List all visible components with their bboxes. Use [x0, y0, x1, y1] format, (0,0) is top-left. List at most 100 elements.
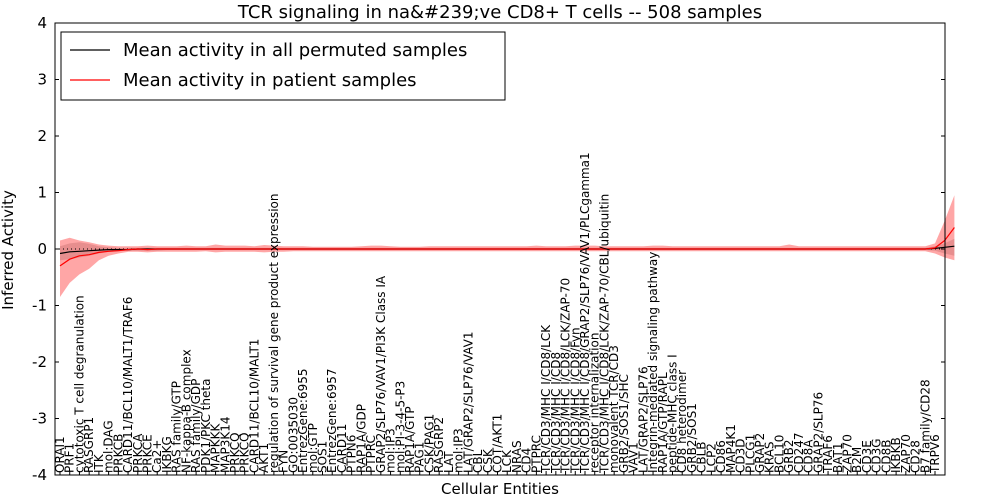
x-category-label: CSK: [481, 448, 495, 473]
x-category-label: B7 family/CD28: [918, 379, 932, 473]
y-tick-label: 0: [37, 240, 47, 258]
x-category-label: CD4: [520, 448, 534, 473]
y-tick-label: -4: [32, 466, 47, 484]
y-tick-label: 1: [37, 184, 47, 202]
x-category-label: TCR/CD3/MHC I/CD8/LCK/ZAP-70: [559, 278, 573, 474]
x-category-label: mol:GTP: [306, 423, 320, 473]
x-category-label: PRKCA: [131, 433, 145, 473]
x-category-label: RAP1A/GTP/RAPL: [656, 372, 670, 473]
x-category-label: PRKCQ: [228, 432, 242, 473]
x-category-label: RAP1A/GDP: [354, 404, 368, 473]
x-category-label: GRAP2/SLP76/VAV1/PI3K Class IA: [374, 275, 388, 473]
x-category-label: PRKCB: [111, 434, 125, 473]
x-category-label: MAPKKK: [209, 422, 223, 473]
x-category-label: GRB2/SOS1: [685, 403, 699, 473]
x-category-label: TCR/CD3/MHC I/CD8/GRAP2/SLP76/VAV1/PLCga…: [578, 152, 592, 474]
x-category-label: CD8B: [879, 440, 893, 474]
x-category-label: BCL10: [772, 435, 786, 473]
x-category-label: LCK: [500, 449, 514, 473]
x-category-label: TRAF6: [821, 435, 835, 474]
plot-frame: [54, 22, 946, 476]
x-category-label: regulation of survival gene product expr…: [267, 194, 281, 473]
x-category-label: TCR/CD3/MHC I/CD8/LCK: [539, 324, 553, 474]
x-category-label: cytotoxic T cell degranulation: [72, 295, 86, 473]
x-category-label: PRKCE: [141, 434, 155, 473]
x-category-label: CD8A: [802, 439, 816, 473]
y-tick-label: -3: [32, 410, 47, 428]
x-category-label: TRPV6: [928, 434, 942, 474]
x-category-label: monovalent TCR/CD3: [607, 345, 621, 473]
x-category-label: RAP1A/GTP: [403, 406, 417, 473]
x-category-label: PTPRC: [364, 435, 378, 473]
x-category-label: GRAP2/SLP76: [811, 392, 825, 473]
x-category-label: LAT: [442, 451, 456, 473]
x-category-label: CD3D: [734, 439, 748, 474]
y-tick-label: -2: [32, 353, 47, 371]
x-category-label: KRAS: [763, 441, 777, 473]
x-category-label: TCR/CD3/MHC I/CD8/LCK/ZAP-70/CBL/ubiquit…: [597, 194, 611, 474]
x-category-label: ITK: [92, 453, 106, 473]
legend-label-1: Mean activity in all permuted samples: [123, 40, 467, 61]
x-category-label: PAG1: [413, 442, 427, 473]
x-category-label: PTPN6: [345, 435, 359, 473]
legend-label-2: Mean activity in patient samples: [123, 70, 417, 91]
x-category-label: GRAP2: [753, 433, 767, 473]
x-category-label: peptide-MHC class I: [666, 354, 680, 473]
x-category-label: LAT/GRAP2/SLP76: [636, 366, 650, 473]
x-category-label: RASGRP2: [432, 417, 446, 473]
x-category-label: RASGRP1: [82, 417, 96, 473]
y-tick-label: 2: [37, 127, 47, 145]
x-category-label: ZAP70: [899, 434, 913, 473]
x-category-label: GRB2/SOS1/SHC: [617, 374, 631, 473]
x-category-label: LAT/GRAP2/SLP76/VAV1: [461, 332, 475, 473]
chart-title: TCR signaling in na&#239;ve CD8+ T cells…: [237, 2, 762, 23]
x-category-label: CSK/PAG1: [422, 414, 436, 473]
x-category-label: RAS family/GTP: [170, 381, 184, 473]
x-category-label: B2M: [850, 447, 864, 473]
x-category-label: CD3G: [870, 438, 884, 473]
x-category-label: SOS1: [316, 441, 330, 473]
x-category-label: Ca2+: [150, 440, 164, 473]
y-axis-label: Inferred Activity: [0, 190, 17, 310]
y-tick-label: 3: [37, 71, 47, 89]
x-category-label: NF-kappa-B complex: [179, 349, 193, 473]
x-category-label: IKBKB: [889, 437, 903, 473]
x-category-label: Integrin-mediated signaling pathway: [646, 252, 660, 473]
x-category-label: PTPRC: [529, 435, 543, 473]
x-category-label: BAT1: [831, 443, 845, 473]
x-category-label: PRF1: [63, 443, 77, 473]
x-category-label: MAP4K1: [724, 424, 738, 473]
y-tick-label: 4: [37, 14, 47, 32]
x-category-label: CARD11/BCL10/MALT1: [247, 339, 261, 473]
legend-box: [60, 31, 506, 101]
x-category-label: TCR/CD3/MHC I/CD8: [549, 352, 563, 474]
x-axis-label: Cellular Entities: [441, 480, 559, 498]
x-category-label: CBLB: [695, 441, 709, 473]
x-category-label: mol:PI-3-4-5-P3: [393, 381, 407, 473]
x-category-label: MAP3K14: [218, 416, 232, 473]
x-category-label: CD247: [792, 432, 806, 473]
x-category-label: mol:DAG: [102, 420, 116, 473]
x-category-label: GO:0035030: [286, 397, 300, 473]
x-category-label: NRAS: [510, 440, 524, 473]
series-line-2: [59, 227, 955, 267]
x-category-label: CD86: [714, 440, 728, 473]
x-category-label: AKT1: [257, 443, 271, 473]
x-category-label: LCP2: [704, 443, 718, 473]
x-category-label: ZAP70: [841, 434, 855, 473]
x-category-label: RAS family/GDP: [189, 379, 203, 473]
x-category-label: CD3E: [860, 440, 874, 473]
x-category-label: CD28: [909, 440, 923, 473]
x-category-label: mol:IP3: [384, 428, 398, 473]
x-category-label: CARD11: [335, 424, 349, 473]
x-category-label: COT/AKT1: [491, 414, 505, 473]
x-category-label: PDK1/PKC theta: [199, 379, 213, 473]
x-category-label: PLCG1: [743, 434, 757, 473]
x-category-label: ORAI1: [53, 436, 67, 473]
x-category-label: CBL: [471, 449, 485, 473]
x-category-label: CD8 heterodimer: [675, 370, 689, 473]
x-category-label: IKBKG: [160, 436, 174, 473]
x-category-label: EntrezGene:6955: [296, 369, 310, 474]
confidence-band-2: [60, 195, 955, 297]
